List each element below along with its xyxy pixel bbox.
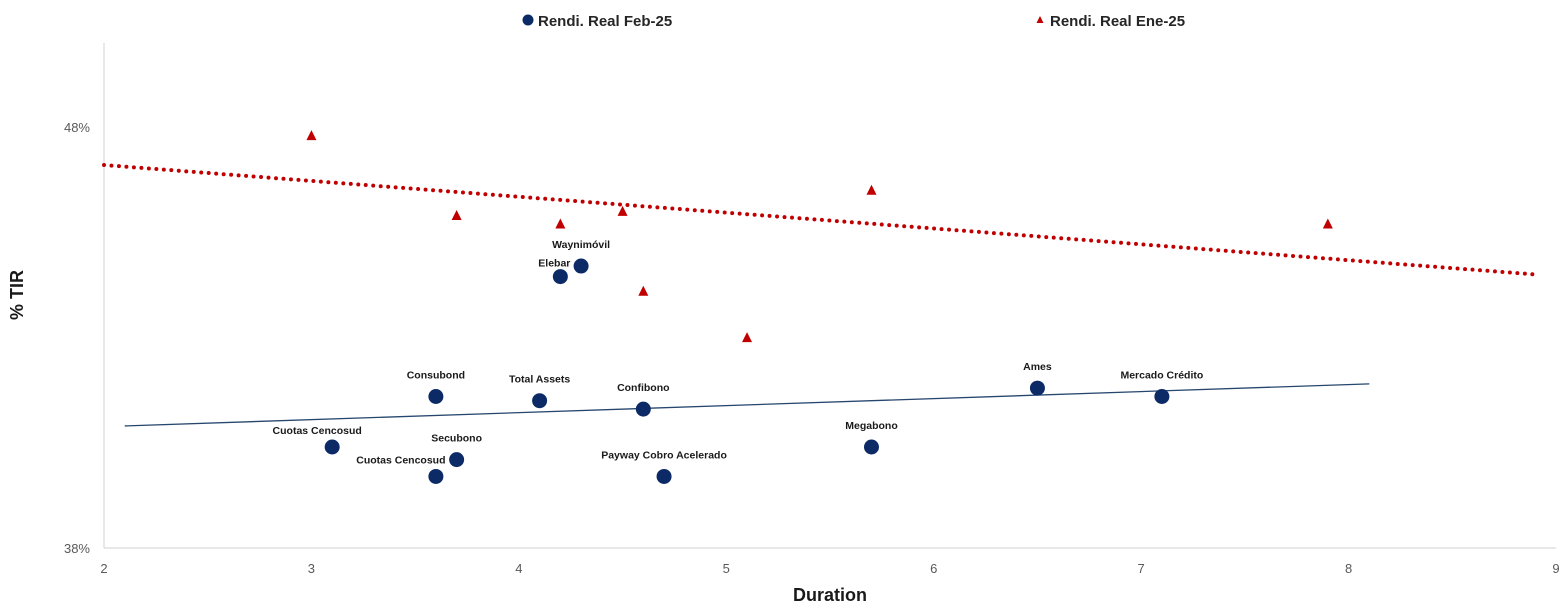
x-tick-label: 5: [723, 561, 730, 576]
point-label: Elebar: [538, 258, 570, 270]
data-point-ene25: [742, 332, 753, 343]
point-label: Mercado Crédito: [1120, 370, 1203, 382]
point-label: Total Assets: [509, 374, 570, 386]
data-point-ene25: [555, 218, 566, 229]
data-markers: [306, 130, 1333, 484]
data-point-feb25: [428, 468, 444, 484]
point-label: Cuotas Cencosud: [356, 454, 445, 466]
x-tick-label: 7: [1138, 561, 1145, 576]
point-label: Payway Cobro Acelerado: [601, 449, 727, 461]
data-point-feb25: [552, 269, 568, 285]
data-point-ene25: [1322, 218, 1333, 229]
y-tick-label: 48%: [64, 120, 90, 135]
x-tick-label: 8: [1345, 561, 1352, 576]
data-point-feb25: [324, 439, 340, 455]
data-point-ene25: [638, 285, 649, 296]
data-point-feb25: [1154, 389, 1170, 404]
data-point-ene25: [866, 184, 877, 195]
y-axis-title: % TIR: [7, 270, 27, 320]
point-label: Ames: [1023, 361, 1052, 373]
x-axis-title: Duration: [793, 585, 867, 605]
y-tick-labels: 38% 48%: [64, 120, 90, 556]
point-label: Megabono: [845, 420, 898, 432]
data-point-feb25: [573, 258, 589, 274]
y-tick-label: 38%: [64, 541, 90, 556]
data-point-feb25: [656, 468, 672, 484]
point-labels: Waynimóvil Elebar Consubond Total Assets Con…: [273, 239, 1204, 466]
data-point-feb25: [449, 452, 465, 468]
legend: Rendi. Real Feb-25 Rendi. Real Ene-25: [522, 13, 1185, 30]
legend-label: Rendi. Real Feb-25: [538, 13, 672, 30]
point-label: Confibono: [617, 382, 669, 394]
trendline-series-1: [102, 163, 1538, 277]
x-tick-labels: 2 3 4 5 6 7 8 9: [100, 561, 1559, 576]
x-tick-label: 3: [308, 561, 315, 576]
point-label: Waynimóvil: [552, 239, 610, 251]
data-point-feb25: [428, 389, 444, 404]
x-tick-label: 2: [100, 561, 107, 576]
data-point-ene25: [617, 205, 628, 216]
data-point-feb25: [1029, 380, 1045, 396]
data-point-ene25: [451, 210, 462, 221]
x-tick-label: 6: [930, 561, 937, 576]
data-point-feb25: [532, 393, 548, 409]
data-point-feb25: [863, 439, 879, 455]
x-tick-label: 9: [1552, 561, 1559, 576]
x-tick-label: 4: [515, 561, 522, 576]
legend-marker-ene25: [1036, 16, 1044, 23]
legend-marker-feb25: [522, 14, 534, 26]
point-label: Consubond: [407, 370, 465, 382]
point-label: Cuotas Cencosud: [273, 425, 362, 437]
trendlines: [102, 163, 1538, 427]
legend-label: Rendi. Real Ene-25: [1050, 13, 1185, 30]
axes: [103, 43, 1556, 549]
trendline-series-0: [124, 383, 1370, 427]
data-point-feb25: [635, 401, 651, 417]
data-point-ene25: [306, 130, 317, 141]
point-label: Secubono: [431, 433, 482, 445]
